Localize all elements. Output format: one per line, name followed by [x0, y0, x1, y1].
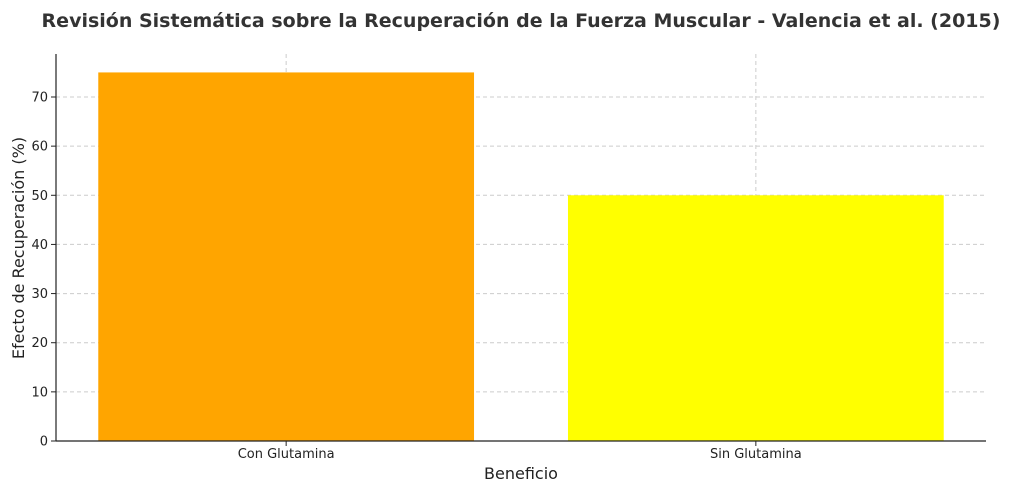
x-ticks: Con Glutamina Sin Glutamina: [238, 441, 802, 462]
y-axis-label: Efecto de Recuperación (%): [9, 137, 28, 359]
y-ticks: 0 10 20 30 40 50 60 70: [31, 91, 56, 450]
y-tick-label: 50: [31, 189, 48, 204]
y-tick-label: 60: [31, 140, 48, 155]
bars: [98, 72, 944, 441]
y-tick-label: 10: [31, 385, 48, 400]
x-tick-label: Con Glutamina: [238, 447, 335, 462]
x-tick-label: Sin Glutamina: [710, 447, 802, 462]
y-tick-label: 40: [31, 238, 48, 253]
bar-sin-glutamina: [567, 195, 944, 441]
y-tick-label: 0: [40, 435, 48, 450]
y-tick-label: 30: [31, 287, 48, 302]
bar-con-glutamina: [98, 72, 475, 441]
y-tick-label: 20: [31, 336, 48, 351]
chart-title: Revisión Sistemática sobre la Recuperaci…: [42, 10, 1001, 32]
x-axis-label: Beneficio: [484, 464, 558, 483]
axes: [55, 54, 986, 442]
y-tick-label: 70: [31, 91, 48, 106]
